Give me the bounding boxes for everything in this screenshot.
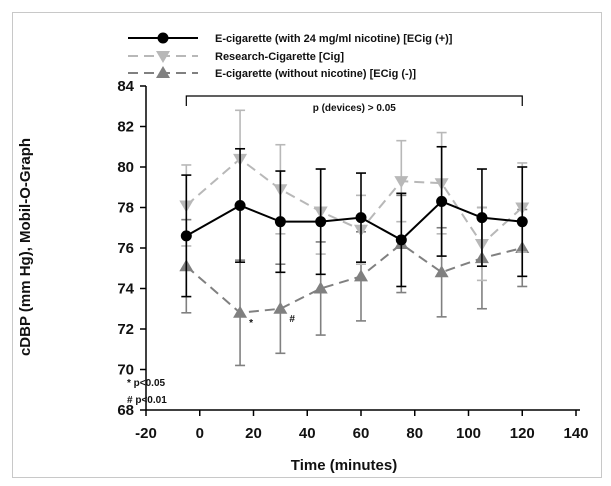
x-tick-label: 60	[353, 425, 370, 442]
x-tick-label: 120	[510, 425, 535, 442]
legend-marker	[157, 32, 169, 44]
y-axis-title: cDBP (mm Hg), Mobil-O-Graph	[17, 138, 34, 356]
data-point	[395, 234, 407, 246]
series-layer: * #	[179, 109, 530, 367]
y-tick-label: 72	[117, 321, 134, 338]
significance-marker: *	[249, 318, 253, 329]
data-point	[234, 199, 246, 211]
bracket-label: p (devices) > 0.05	[313, 103, 397, 114]
x-tick-label: 100	[456, 425, 481, 442]
series-2	[179, 194, 530, 367]
y-tick-label: 78	[117, 200, 134, 217]
data-point	[434, 265, 449, 278]
significance-bracket: p (devices) > 0.05	[185, 95, 523, 114]
data-point	[394, 176, 409, 189]
data-point	[476, 212, 488, 224]
x-tick-label: 80	[406, 425, 423, 442]
series-0	[180, 145, 528, 298]
data-point	[436, 195, 448, 207]
data-point	[315, 216, 327, 228]
x-axis-title: Time (minutes)	[291, 457, 397, 474]
data-point	[180, 230, 192, 242]
x-tick-label: 20	[245, 425, 262, 442]
data-point	[354, 269, 368, 282]
legend-label: E-cigarette (with 24 mg/ml nicotine) [EC…	[215, 33, 453, 45]
data-point	[273, 301, 288, 314]
legend-label: Research-Cigarette [Cig]	[215, 51, 344, 63]
data-point	[355, 212, 367, 224]
y-tick-label: 68	[117, 402, 134, 419]
data-point	[313, 281, 328, 294]
y-tick-label: 80	[117, 159, 134, 176]
x-tick-label: 0	[196, 425, 204, 442]
footnote-p005: * p<0.05	[127, 378, 166, 389]
chart-frame	[12, 12, 602, 478]
x-tick-label: 40	[299, 425, 316, 442]
y-tick-label: 84	[117, 78, 134, 95]
y-tick-label: 70	[117, 362, 134, 379]
legend: E-cigarette (with 24 mg/ml nicotine) [EC…	[128, 32, 453, 80]
data-point	[274, 216, 286, 228]
y-tick-label: 76	[117, 240, 134, 257]
footnote-p001: # p<0.01	[127, 395, 167, 406]
series-line	[185, 242, 523, 314]
x-tick-label: -20	[135, 425, 157, 442]
significance-marker: #	[289, 314, 295, 325]
y-tick-label: 82	[117, 119, 134, 136]
legend-marker	[156, 66, 170, 78]
y-tick-label: 74	[117, 281, 134, 298]
x-tick-label: 140	[563, 425, 588, 442]
data-point	[516, 216, 528, 228]
axes: -20 0 20 40 60 80 100 120 140 68 70 72 74 76 78 80 82 84	[117, 78, 588, 442]
bracket-line	[185, 95, 523, 106]
data-point	[233, 305, 248, 318]
series-1	[179, 109, 530, 282]
axis-labels: Time (minutes) cDBP (mm Hg), Mobil-O-Gra…	[17, 138, 397, 474]
legend-label: E-cigarette (without nicotine) [ECig (-)…	[215, 68, 416, 80]
footnotes: * p<0.05 # p<0.01	[127, 378, 167, 406]
legend-marker	[156, 51, 170, 63]
